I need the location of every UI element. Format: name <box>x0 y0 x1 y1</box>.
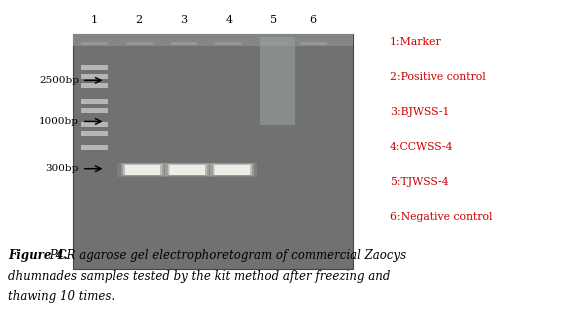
Bar <box>73 34 353 46</box>
Bar <box>126 42 153 45</box>
Bar <box>81 131 108 136</box>
Bar <box>121 163 164 176</box>
Bar <box>171 42 197 45</box>
Text: dhumnades samples tested by the kit method after freezing and: dhumnades samples tested by the kit meth… <box>8 270 391 283</box>
Text: Figure 4.: Figure 4. <box>8 249 68 262</box>
Bar <box>125 165 160 175</box>
Bar <box>210 163 254 176</box>
Bar <box>300 42 327 45</box>
Bar <box>81 108 108 113</box>
Bar <box>81 42 108 45</box>
Bar <box>168 164 207 175</box>
Bar <box>117 163 168 177</box>
Text: PCR agarose gel electrophoretogram of commercial Zaocys: PCR agarose gel electrophoretogram of co… <box>46 249 406 262</box>
Bar <box>213 164 252 175</box>
Bar <box>123 164 162 175</box>
Text: 1:Marker: 1:Marker <box>390 37 442 47</box>
Text: 2:Positive control: 2:Positive control <box>390 72 486 82</box>
Bar <box>81 145 108 150</box>
Text: 2: 2 <box>136 15 142 25</box>
Bar <box>125 164 160 175</box>
Bar <box>165 163 209 176</box>
Text: 6:Negative control: 6:Negative control <box>390 212 493 222</box>
Bar <box>170 165 205 175</box>
Bar <box>260 37 295 125</box>
Text: 6: 6 <box>310 15 316 25</box>
Bar <box>81 65 108 70</box>
Bar <box>73 34 353 269</box>
Text: 3: 3 <box>181 15 187 25</box>
Bar <box>215 165 250 175</box>
Bar <box>169 164 205 175</box>
Bar <box>81 122 108 127</box>
Text: 2500bp: 2500bp <box>39 76 79 85</box>
Bar <box>162 163 213 177</box>
Bar <box>207 163 257 177</box>
Bar <box>81 83 108 88</box>
Text: thawing 10 times.: thawing 10 times. <box>8 290 116 303</box>
Text: 3:BJWSS-1: 3:BJWSS-1 <box>390 107 449 117</box>
Text: 4:CCWSS-4: 4:CCWSS-4 <box>390 142 453 152</box>
Text: 1: 1 <box>91 15 98 25</box>
Bar <box>215 42 242 45</box>
Bar <box>81 99 108 104</box>
Text: 4: 4 <box>226 15 232 25</box>
Text: 300bp: 300bp <box>46 164 79 173</box>
Text: 5:TJWSS-4: 5:TJWSS-4 <box>390 177 449 187</box>
Text: 1000bp: 1000bp <box>39 117 79 126</box>
Bar <box>81 74 108 79</box>
Bar <box>260 42 287 45</box>
Text: 5: 5 <box>270 15 277 25</box>
Bar <box>214 164 250 175</box>
